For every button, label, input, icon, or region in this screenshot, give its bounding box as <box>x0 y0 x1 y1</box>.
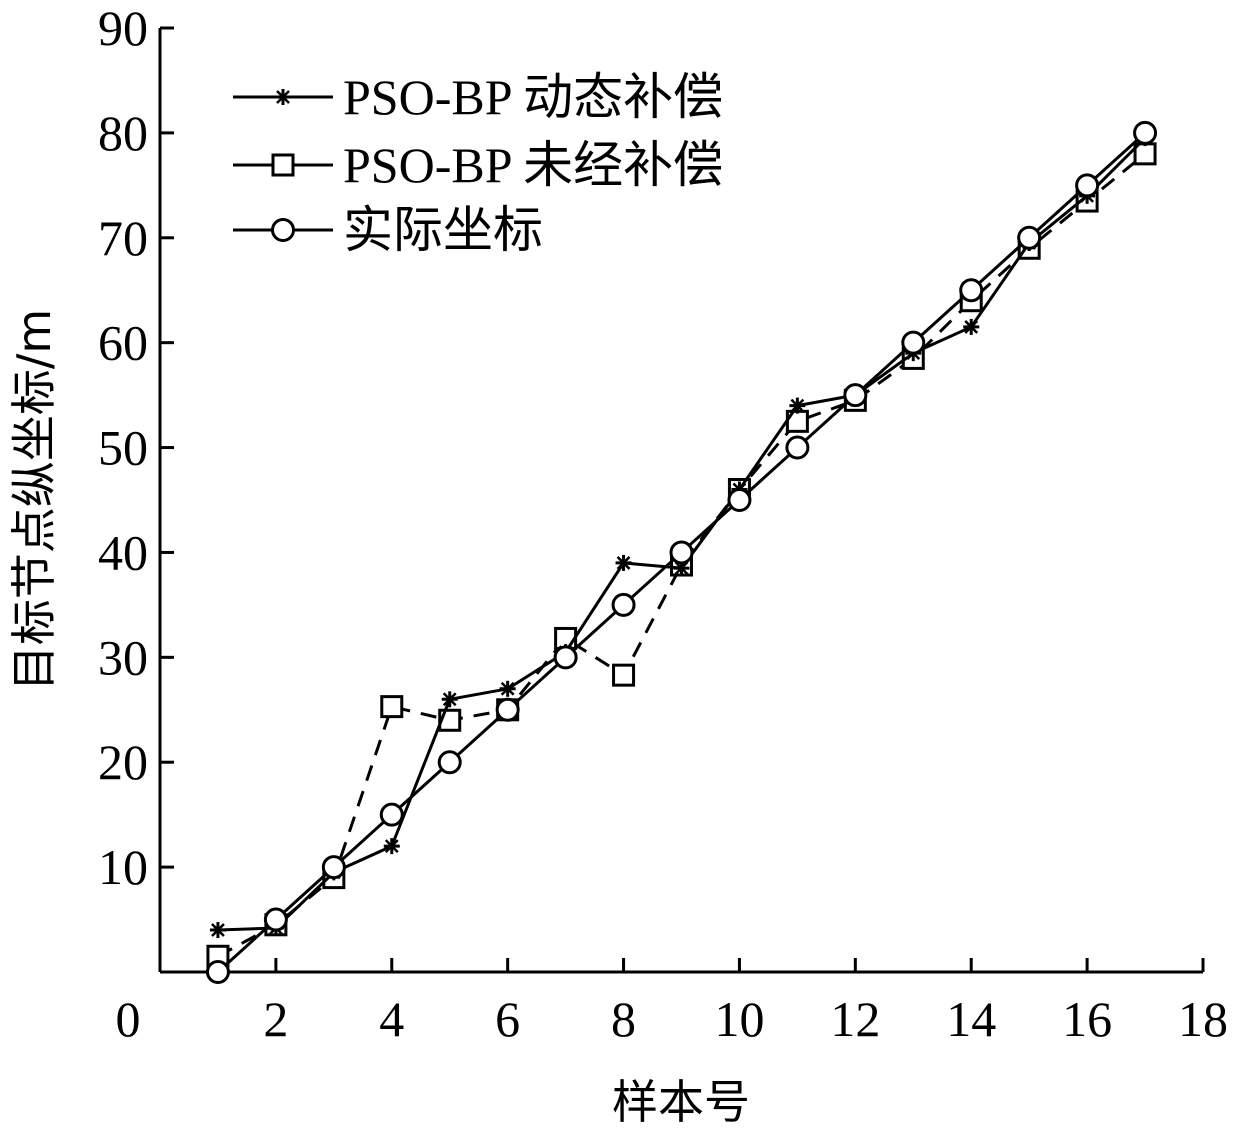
data-point <box>379 802 404 827</box>
data-point <box>789 397 806 414</box>
x-tick-label: 6 <box>495 991 520 1047</box>
legend-label: 实际坐标 <box>343 202 543 258</box>
data-point <box>499 680 516 697</box>
legend-item: 实际坐标 <box>233 202 543 258</box>
data-point <box>669 540 694 565</box>
y-tick-label: 60 <box>98 315 148 371</box>
data-point <box>1017 225 1042 250</box>
legend-item: PSO-BP 动态补偿 <box>233 69 723 125</box>
x-tick-label: 10 <box>714 991 764 1047</box>
x-tick-label: 2 <box>263 991 288 1047</box>
y-axis-title: 目标节点纵坐标/m <box>7 309 61 691</box>
series-circle <box>205 120 1158 984</box>
x-axis-title: 样本号 <box>612 1075 750 1129</box>
y-tick-label: 20 <box>98 734 148 790</box>
x-tick-label: 12 <box>830 991 880 1047</box>
data-point <box>437 750 462 775</box>
x-tick-label: 8 <box>611 991 636 1047</box>
data-point <box>901 330 926 355</box>
series-layer <box>205 120 1158 984</box>
data-point <box>1133 120 1158 145</box>
x-tick-label: 4 <box>379 991 404 1047</box>
y-tick-label: 50 <box>98 420 148 476</box>
legend-label: PSO-BP 动态补偿 <box>343 69 723 125</box>
x-tick-label: 16 <box>1062 991 1112 1047</box>
x-tick-label: 0 <box>116 991 141 1047</box>
data-point <box>615 554 632 571</box>
legend-marker <box>271 218 295 242</box>
y-tick-label: 10 <box>98 839 148 895</box>
axes <box>158 28 1203 974</box>
y-tick-label: 90 <box>98 0 148 56</box>
data-point <box>785 435 810 460</box>
legend-label: PSO-BP 未经补偿 <box>343 137 723 193</box>
y-tick-label: 40 <box>98 524 148 580</box>
data-point <box>383 838 400 855</box>
data-point <box>963 318 980 335</box>
y-tick-label: 30 <box>98 629 148 685</box>
data-point <box>380 695 404 719</box>
data-point <box>611 592 636 617</box>
data-point <box>209 922 226 939</box>
data-point <box>673 560 690 577</box>
data-point <box>205 960 230 984</box>
data-point <box>1075 173 1100 198</box>
legend-item: PSO-BP 未经补偿 <box>233 137 723 193</box>
x-ticks: 0 2 4 6 8 10 12 14 16 18 <box>116 958 1228 1047</box>
data-point <box>727 488 752 512</box>
data-point <box>959 278 984 303</box>
data-point <box>263 907 288 932</box>
legend-marker <box>275 89 291 105</box>
y-tick-label: 70 <box>98 210 148 266</box>
x-tick-label: 14 <box>946 991 996 1047</box>
data-point <box>612 663 636 687</box>
legend-marker <box>271 153 295 177</box>
data-point <box>843 383 868 408</box>
data-point <box>553 645 578 670</box>
data-point <box>441 691 458 708</box>
data-point <box>495 697 520 722</box>
data-point <box>321 855 346 880</box>
y-tick-label: 80 <box>98 105 148 161</box>
x-tick-label: 18 <box>1178 991 1228 1047</box>
y-ticks: 10 20 30 40 50 60 70 80 90 <box>98 0 174 895</box>
